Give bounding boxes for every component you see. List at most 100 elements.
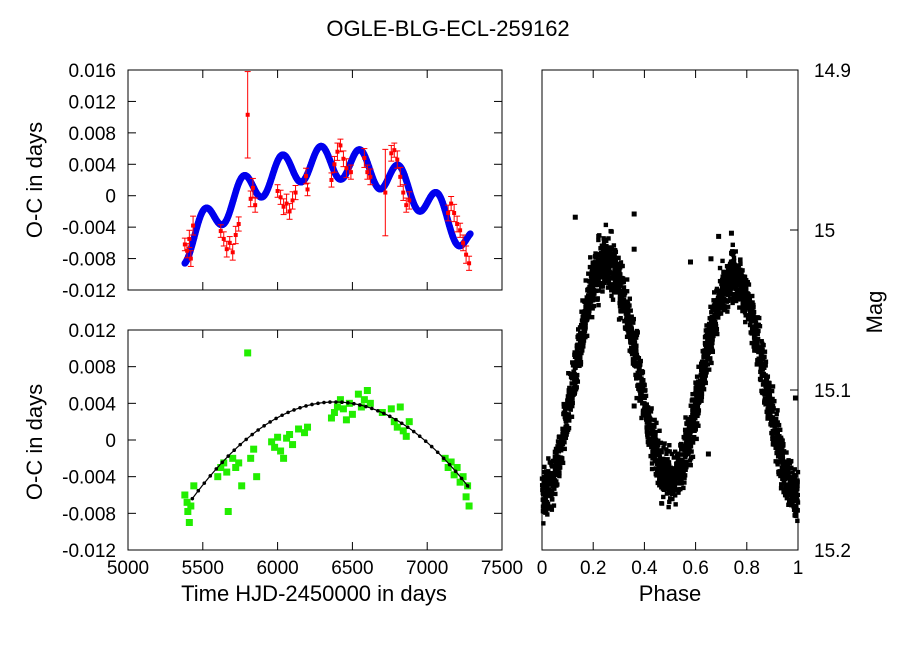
- phase-point: [708, 341, 713, 346]
- phase-point: [726, 277, 732, 282]
- phase-point: [789, 500, 794, 505]
- fit-node: [298, 405, 302, 410]
- phase-point: [760, 341, 765, 347]
- phase-point: [683, 467, 688, 473]
- phase-point: [688, 403, 693, 408]
- fit-node: [238, 442, 242, 447]
- oc-point: [304, 174, 309, 179]
- phase-point: [779, 445, 784, 450]
- fit-node: [370, 406, 374, 411]
- phase-point: [768, 400, 774, 405]
- phase-point: [684, 462, 689, 468]
- phase-point: [756, 356, 761, 361]
- phase-xlabel: Phase: [639, 581, 701, 606]
- phase-point: [556, 434, 562, 440]
- phase-point: [748, 330, 753, 335]
- phase-point: [774, 411, 779, 417]
- phase-point: [764, 409, 769, 414]
- phase-point: [583, 310, 589, 315]
- phase-point: [673, 502, 678, 507]
- oc-point: [467, 261, 472, 266]
- phase-point: [552, 486, 557, 491]
- fit-node: [196, 488, 201, 493]
- residual-point: [181, 491, 189, 499]
- phase-point: [741, 292, 746, 297]
- fit-node: [226, 454, 231, 458]
- phase-point: [646, 437, 651, 442]
- phase-point: [743, 299, 748, 305]
- oc-top-ylabel: O-C in days: [22, 122, 47, 238]
- residual-point: [184, 508, 192, 515]
- phase-point: [550, 463, 555, 468]
- phase-point: [667, 499, 672, 505]
- phase-point: [596, 237, 601, 243]
- phase-light-curve-points: [539, 211, 801, 526]
- phase-point: [720, 281, 725, 287]
- phase-point: [649, 425, 654, 430]
- phase-point: [771, 406, 776, 411]
- residual-point: [339, 405, 347, 413]
- phase-point: [720, 258, 725, 264]
- phase-point: [590, 268, 596, 274]
- phase-point: [630, 338, 635, 343]
- fit-node: [441, 456, 446, 461]
- phase-point: [792, 467, 797, 472]
- phase-point: [693, 427, 698, 432]
- oc-point: [250, 185, 255, 190]
- phase-point: [544, 478, 549, 483]
- phase-point: [647, 419, 652, 424]
- phase-point: [784, 465, 790, 471]
- phase-point: [656, 465, 661, 471]
- phase-point: [600, 272, 606, 278]
- phase-point: [645, 424, 650, 430]
- x-tick-label: 0: [537, 558, 548, 579]
- phase-point: [674, 461, 679, 466]
- phase-point: [559, 456, 564, 462]
- residual-point: [450, 471, 458, 479]
- phase-point: [626, 316, 631, 321]
- phase-point: [622, 299, 627, 304]
- phase-point: [699, 366, 705, 371]
- phase-point: [564, 432, 569, 437]
- phase-point: [784, 450, 789, 455]
- phase-point: [770, 436, 776, 441]
- phase-point: [591, 293, 596, 299]
- phase-point: [712, 313, 717, 318]
- phase-point: [632, 362, 637, 368]
- phase-point: [554, 483, 559, 488]
- phase-point: [586, 288, 592, 294]
- phase-point: [566, 414, 571, 420]
- phase-point: [676, 487, 681, 492]
- phase-point: [770, 384, 776, 389]
- oc-point: [188, 256, 193, 261]
- phase-point: [659, 476, 665, 481]
- oc-point: [287, 209, 292, 214]
- phase-point: [649, 406, 654, 411]
- residual-point: [238, 482, 246, 490]
- phase-point: [702, 335, 708, 340]
- phase-point: [694, 436, 699, 442]
- phase-point: [700, 385, 705, 390]
- fit-node: [429, 444, 434, 449]
- phase-point: [755, 359, 760, 364]
- y-tick-label: 0: [105, 431, 116, 452]
- y-tick-label: 15.2: [814, 541, 851, 562]
- phase-point: [788, 459, 793, 465]
- residual-point: [217, 464, 225, 471]
- phase-point: [704, 341, 709, 347]
- phase-point: [767, 380, 772, 386]
- phase-point: [784, 482, 789, 487]
- phase-point: [760, 364, 766, 370]
- phase-point: [564, 402, 569, 408]
- residual-point: [387, 405, 395, 413]
- phase-point: [611, 284, 617, 290]
- phase-point: [572, 354, 578, 359]
- phase-point: [550, 483, 556, 489]
- phase-point: [653, 442, 659, 447]
- phase-point: [603, 222, 609, 228]
- phase-point: [568, 401, 573, 407]
- phase-point: [779, 437, 784, 442]
- phase-point: [738, 272, 744, 277]
- phase-point: [706, 332, 711, 338]
- phase-point: [558, 448, 564, 453]
